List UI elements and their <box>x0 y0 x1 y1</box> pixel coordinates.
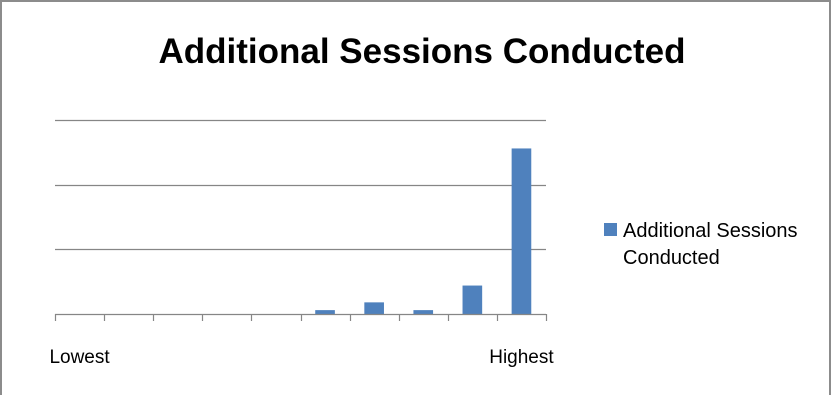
bar <box>511 148 532 314</box>
chart-title: Additional Sessions Conducted <box>158 32 686 71</box>
x-tick-label: Lowest <box>49 347 110 368</box>
bar <box>315 310 335 314</box>
bar <box>413 310 434 314</box>
bar <box>462 285 483 314</box>
bar <box>364 302 384 314</box>
legend-swatch <box>604 223 617 236</box>
legend-label: Additional Sessions Conducted <box>623 220 798 269</box>
x-tick-label: Highest <box>489 347 554 368</box>
